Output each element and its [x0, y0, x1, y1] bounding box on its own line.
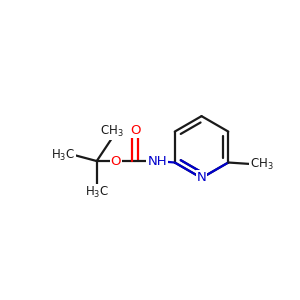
Text: O: O — [130, 124, 140, 137]
Text: H$_3$C: H$_3$C — [50, 148, 75, 163]
Text: H$_3$C: H$_3$C — [85, 184, 109, 200]
Text: CH$_3$: CH$_3$ — [250, 156, 274, 172]
Text: N: N — [197, 172, 206, 184]
Text: CH$_3$: CH$_3$ — [100, 124, 123, 139]
Text: NH: NH — [147, 154, 167, 167]
Text: O: O — [111, 154, 121, 167]
